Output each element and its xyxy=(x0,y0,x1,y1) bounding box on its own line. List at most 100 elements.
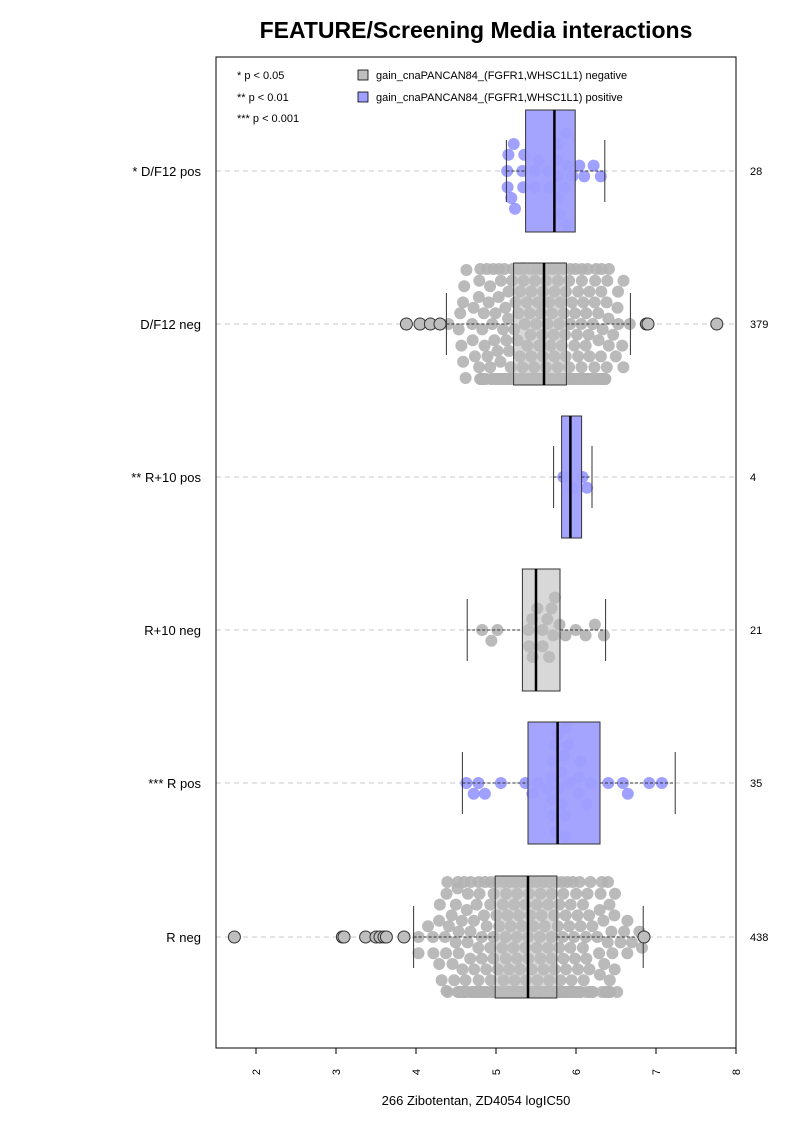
data-point xyxy=(484,361,497,374)
significance-note-2: ** p < 0.01 xyxy=(237,92,289,104)
data-point xyxy=(592,334,605,347)
outlier-point xyxy=(337,930,351,944)
data-point xyxy=(583,285,596,298)
data-point xyxy=(484,941,497,954)
data-point xyxy=(577,974,590,987)
data-point xyxy=(595,285,608,298)
group-label-4: *** R pos xyxy=(148,776,201,791)
data-point xyxy=(502,312,515,325)
data-point xyxy=(606,947,619,960)
data-point xyxy=(452,323,465,336)
data-point xyxy=(564,318,577,330)
group-label-5: R neg xyxy=(166,930,201,945)
data-point xyxy=(586,986,599,998)
data-point xyxy=(503,345,515,357)
data-point xyxy=(456,963,469,976)
data-point xyxy=(472,974,485,987)
data-point xyxy=(602,312,615,325)
group-count-2: 4 xyxy=(750,472,756,484)
data-point xyxy=(581,481,593,494)
data-point xyxy=(565,974,578,987)
data-point xyxy=(468,350,481,363)
data-point xyxy=(584,876,597,888)
data-point xyxy=(488,334,501,347)
data-point xyxy=(454,307,467,320)
data-point xyxy=(491,345,504,357)
data-point xyxy=(570,887,583,900)
data-point xyxy=(581,887,594,900)
data-point xyxy=(435,974,448,987)
box-plots xyxy=(227,109,724,999)
group-counts: 28 379 4 21 35 438 xyxy=(750,166,768,944)
data-point xyxy=(457,355,470,368)
data-point xyxy=(412,947,425,960)
data-point xyxy=(470,898,483,911)
data-point xyxy=(467,787,480,800)
group-label-0: * D/F12 pos xyxy=(132,164,201,179)
data-point xyxy=(575,274,588,287)
data-point xyxy=(464,925,477,938)
data-point xyxy=(602,876,614,888)
x-tick-label-6: 8 xyxy=(731,1069,743,1075)
data-point xyxy=(580,307,593,320)
data-point xyxy=(621,947,634,960)
data-point xyxy=(433,958,446,970)
group-label-3: R+10 neg xyxy=(144,623,201,638)
data-point xyxy=(509,202,521,215)
outlier-point xyxy=(641,317,655,331)
data-point xyxy=(608,963,621,976)
data-point xyxy=(480,963,493,976)
data-point xyxy=(611,986,624,998)
legend-label-negative: gain_cnaPANCAN84_(FGFR1,WHSC1L1) negativ… xyxy=(376,70,627,82)
data-point xyxy=(621,914,634,927)
data-point xyxy=(588,618,601,631)
data-point xyxy=(484,898,497,911)
data-point xyxy=(485,634,498,647)
data-point xyxy=(482,296,495,309)
data-point xyxy=(583,963,596,976)
data-point xyxy=(484,280,497,293)
data-point xyxy=(459,372,472,384)
data-point xyxy=(467,301,480,314)
data-point xyxy=(507,138,520,150)
data-point xyxy=(501,181,514,194)
data-point xyxy=(571,909,584,922)
data-point xyxy=(475,931,488,943)
data-point xyxy=(577,898,589,911)
data-point xyxy=(597,914,610,927)
data-point xyxy=(441,986,454,998)
data-point xyxy=(476,624,489,636)
data-point xyxy=(452,947,465,960)
data-point xyxy=(458,280,471,293)
data-point xyxy=(593,947,606,960)
data-point xyxy=(442,920,455,933)
x-tick-label-5: 7 xyxy=(651,1069,663,1075)
data-point xyxy=(571,963,584,976)
data-point xyxy=(600,361,613,374)
data-point xyxy=(600,296,613,309)
data-point xyxy=(573,876,586,888)
data-point xyxy=(563,920,576,933)
data-point xyxy=(588,296,601,309)
data-point xyxy=(460,904,473,916)
data-point xyxy=(502,285,515,298)
x-tick-label-4: 6 xyxy=(571,1069,583,1075)
data-point xyxy=(452,925,465,938)
data-point xyxy=(593,904,606,916)
data-point xyxy=(602,777,615,789)
data-point xyxy=(422,920,434,933)
data-point xyxy=(586,920,599,933)
data-point xyxy=(568,339,581,352)
data-point xyxy=(589,274,602,287)
group-label-1: D/F12 neg xyxy=(140,317,201,332)
data-point xyxy=(608,909,621,922)
data-point xyxy=(433,914,446,927)
outlier-point xyxy=(399,317,413,331)
data-point xyxy=(494,274,507,287)
data-point xyxy=(617,361,630,374)
x-axis: 2 3 4 5 6 7 8 xyxy=(251,1047,743,1075)
x-tick-label-1: 3 xyxy=(331,1069,343,1075)
outlier-point xyxy=(227,930,241,944)
box-3 xyxy=(521,568,561,692)
data-point xyxy=(609,887,621,900)
